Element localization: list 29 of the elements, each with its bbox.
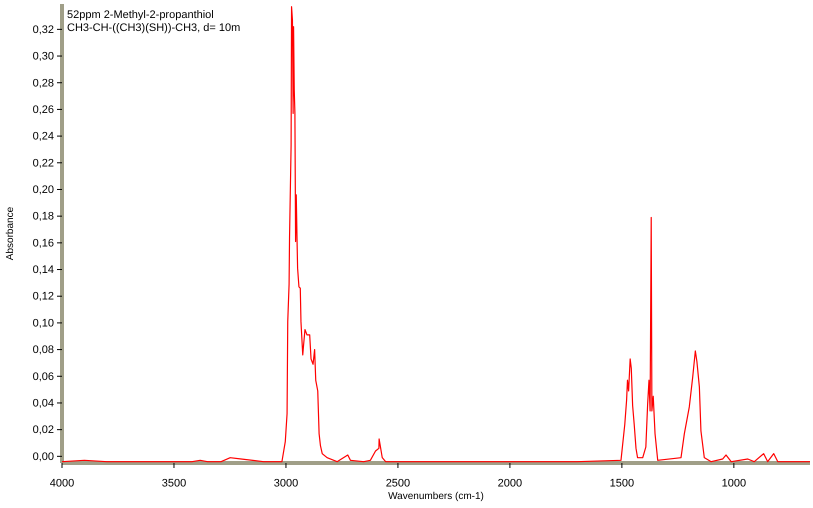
- x-tick-label: 3500: [162, 477, 186, 490]
- line-series: [61, 6, 811, 462]
- x-axis-title: Wavenumbers (cm-1): [388, 491, 484, 502]
- x-tick-label: 2000: [498, 477, 522, 490]
- y-axis-title: Absorbance: [5, 206, 16, 260]
- y-tick-label: 0,26: [32, 104, 54, 116]
- y-tick-label: 0,28: [32, 77, 54, 90]
- y-tick-label: 0,32: [32, 24, 54, 36]
- y-tick-label: 0,30: [32, 50, 54, 63]
- chart-title: 52ppm 2-Methyl-2-propanthiol: [67, 9, 214, 21]
- y-tick-label: 0,12: [32, 290, 54, 303]
- y-tick-label: 0,18: [32, 210, 54, 223]
- y-tick-label: 0,24: [32, 130, 54, 143]
- y-tick-label: 0,14: [32, 264, 54, 276]
- y-tick-label: 0,22: [32, 157, 54, 170]
- y-tick-label: 0,06: [32, 370, 54, 383]
- y-tick-label: 0,02: [32, 424, 54, 436]
- y-tick-label: 0,00: [32, 450, 54, 463]
- x-tick-label: 4000: [50, 477, 74, 490]
- y-tick-label: 0,10: [32, 317, 54, 330]
- x-tick-label: 1500: [610, 477, 634, 490]
- x-tick-label: 2500: [386, 477, 410, 490]
- y-tick-label: 0,20: [32, 184, 54, 196]
- y-tick-label: 0,16: [32, 237, 54, 250]
- text: CH3-CH-((CH3)(SH))-CH3, d= 10m: [67, 22, 240, 34]
- y-tick-label: 0,08: [32, 344, 54, 356]
- y-tick-label: 0,04: [32, 397, 54, 410]
- x-tick-label: 1000: [722, 477, 746, 490]
- x-tick-label: 3000: [274, 477, 298, 490]
